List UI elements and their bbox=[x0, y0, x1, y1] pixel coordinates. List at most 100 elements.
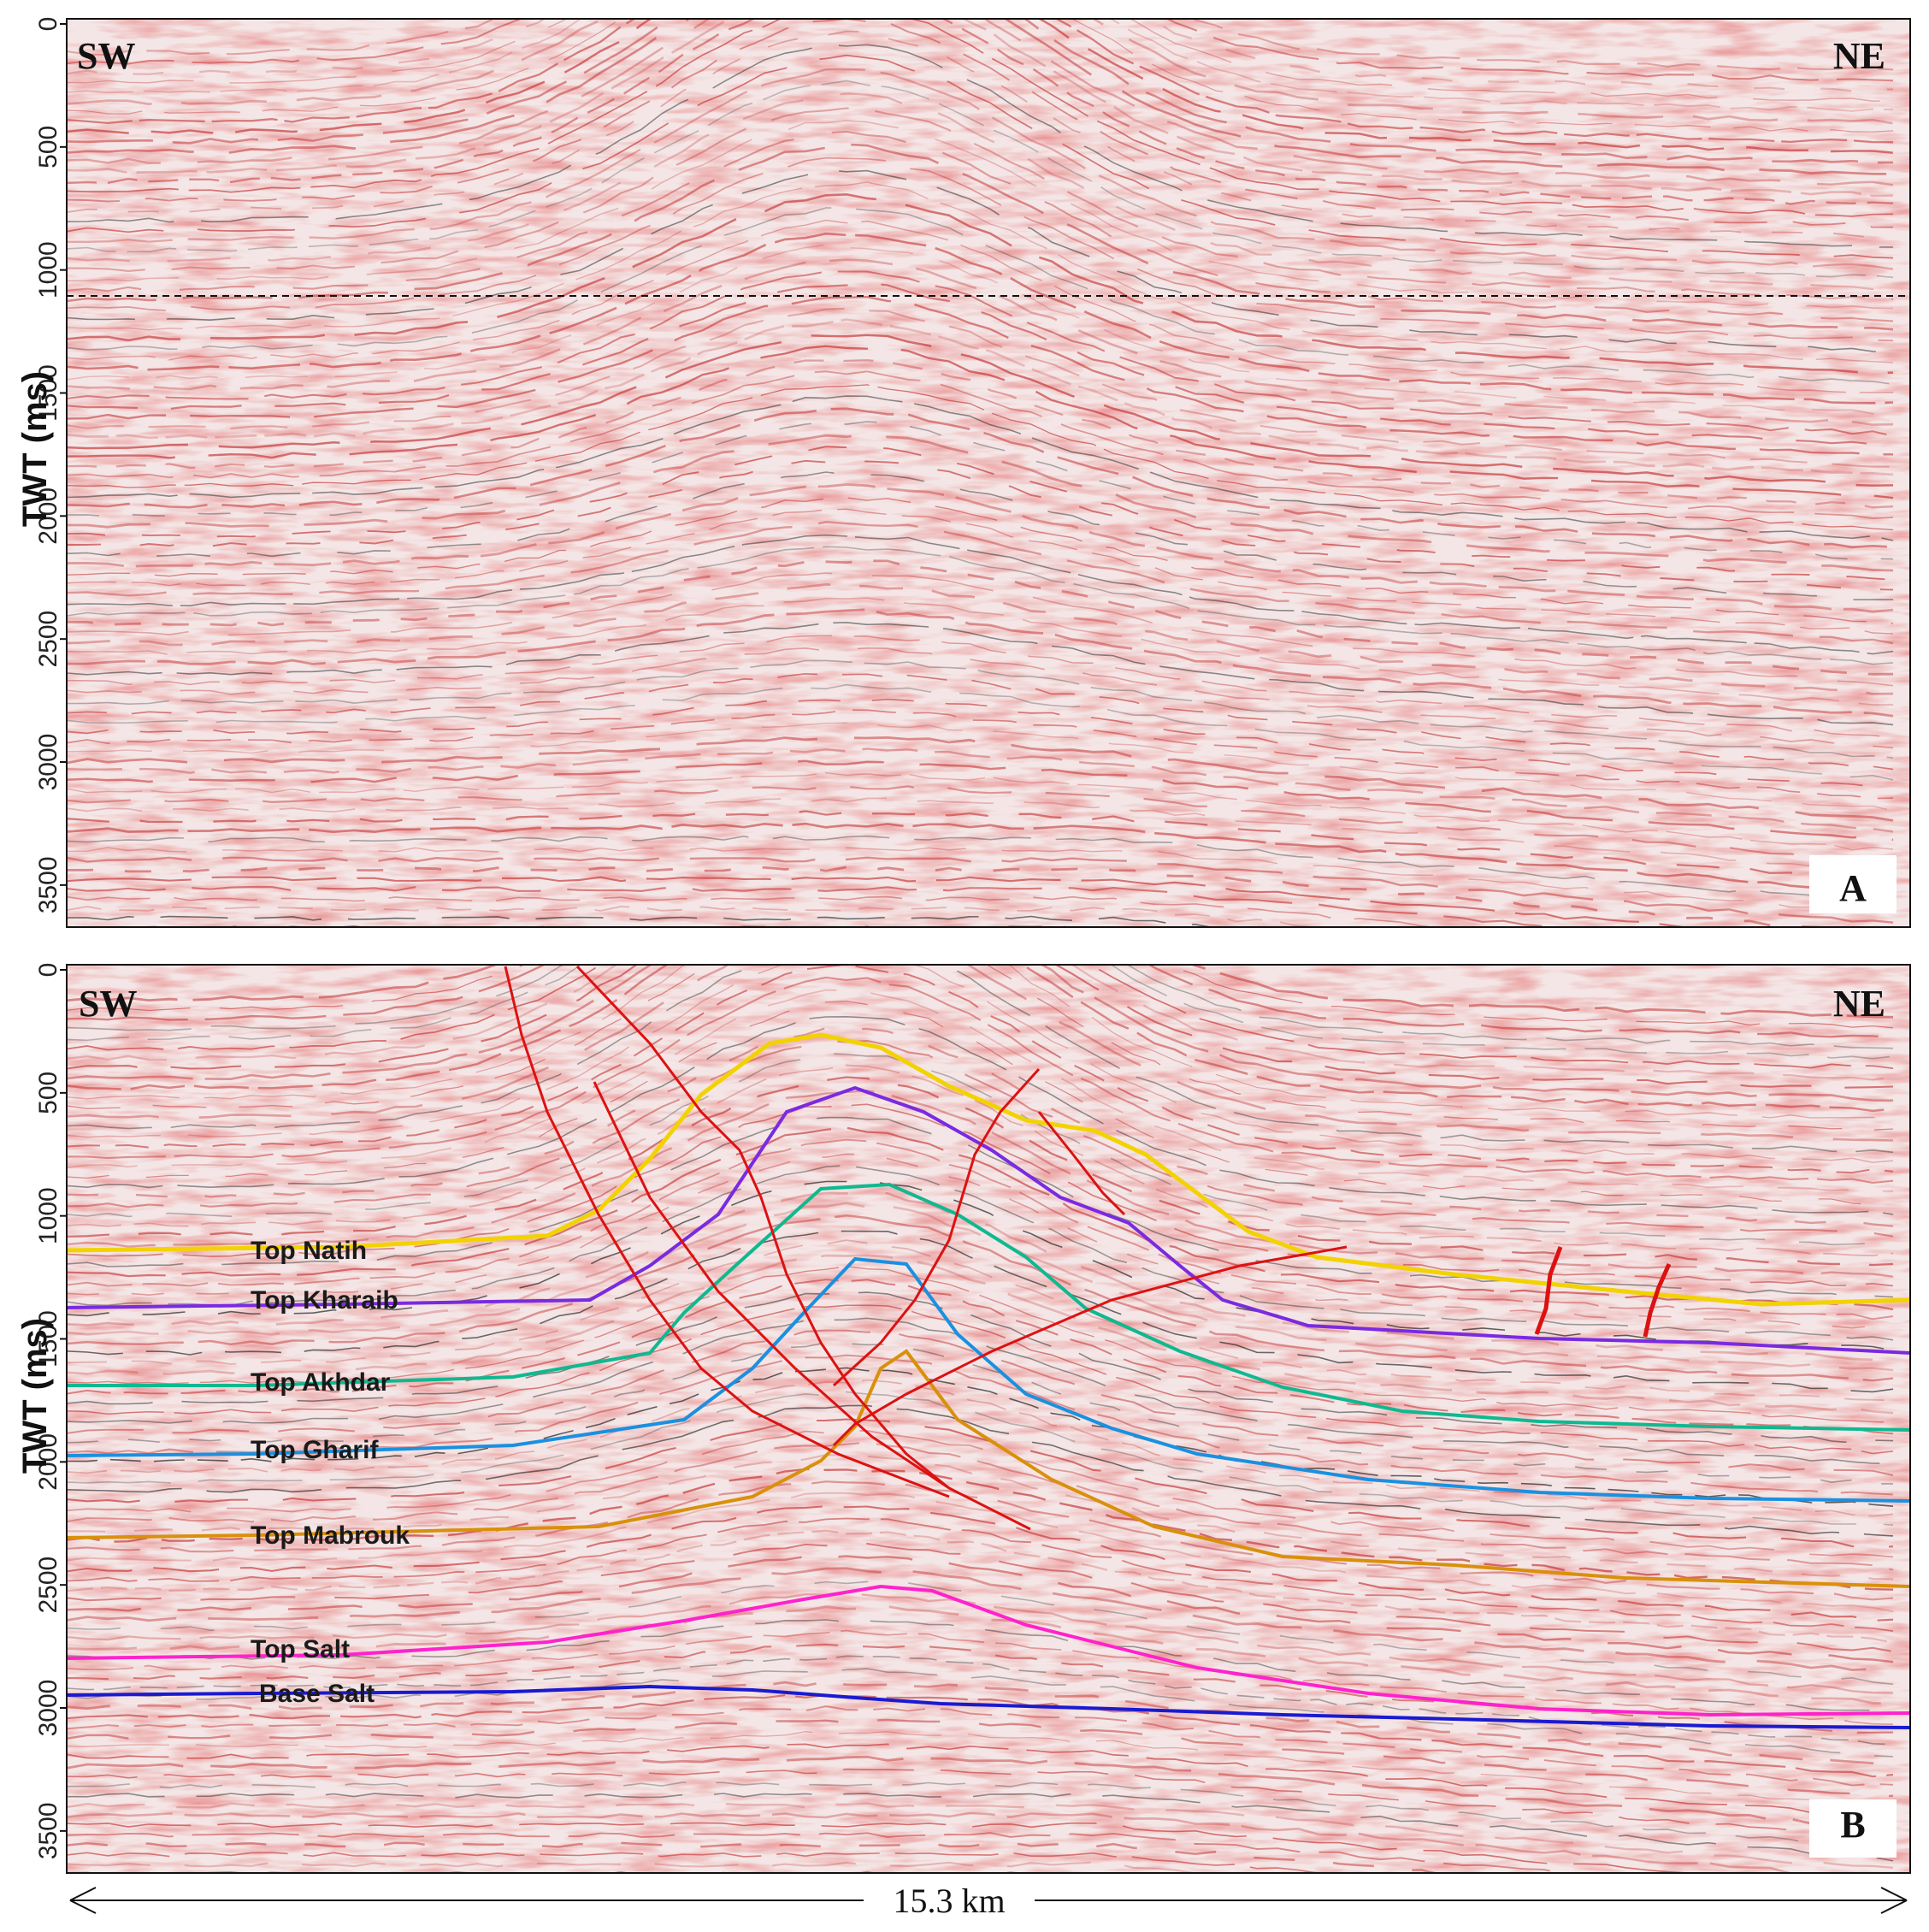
panel-b-reflector-67 bbox=[67, 1619, 1894, 1715]
panel-b: Top Natih Top Kharaib Top Akhdar Top Gha… bbox=[16, 963, 1911, 1932]
panel-b-reflector-75 bbox=[67, 1718, 1894, 1799]
panel-a-reflector-83 bbox=[67, 866, 1834, 927]
panel-a-reflector-39 bbox=[67, 318, 1894, 476]
panel-b-tick-label-2000: 2000 bbox=[34, 1433, 62, 1491]
panel-b-reflector-80 bbox=[67, 1781, 1894, 1851]
panel-b-reflector-51 bbox=[67, 1418, 1894, 1549]
panel-a-reflector-32 bbox=[67, 232, 1894, 405]
panel-b-tick-label-3000: 3000 bbox=[34, 1680, 62, 1737]
panel-b-reflector-63 bbox=[67, 1567, 1894, 1672]
panel-a-reflector-55 bbox=[67, 521, 1894, 645]
panel-b-reflector-44 bbox=[67, 1329, 1894, 1476]
panel-b-reflector-68 bbox=[67, 1629, 1894, 1726]
horizon-label-base-salt: Base Salt bbox=[259, 1680, 375, 1708]
panel-a-reflector-47 bbox=[67, 421, 1894, 560]
panel-a-reflector-30 bbox=[67, 207, 1894, 385]
panel-b-reflector-88 bbox=[67, 1861, 1239, 1873]
panel-b-reflector-62 bbox=[67, 1555, 1894, 1663]
panel-a-reflector-72 bbox=[67, 736, 1894, 822]
panel-b-reflector-71 bbox=[67, 1668, 1894, 1758]
panel-a-reflector-86 bbox=[67, 895, 1437, 927]
panel-b-reflector-9 bbox=[67, 965, 1894, 1113]
panel-a-reflector-84 bbox=[67, 876, 1690, 927]
panel-a-reflector-38 bbox=[67, 307, 1893, 468]
panel-a-reflector-64 bbox=[67, 635, 1894, 739]
panel-a-reflector-41 bbox=[67, 345, 1894, 499]
horizon-top-mabrouk-line bbox=[67, 1349, 1910, 1588]
panel-b-reflector-47 bbox=[67, 1367, 1894, 1507]
panel-b-reflector-6 bbox=[67, 965, 1894, 1081]
panel-b-reflector-15 bbox=[67, 965, 1894, 1174]
panel-a-reflector-7 bbox=[67, 19, 1894, 144]
panel-a-reflector-5 bbox=[67, 19, 1894, 125]
panel-b-reflector-4 bbox=[67, 965, 1894, 1060]
horizon-label-top-kharaib: Top Kharaib bbox=[251, 1286, 398, 1315]
panel-a-reflector-20 bbox=[67, 80, 1894, 279]
panel-b-reflector-58 bbox=[67, 1505, 1894, 1622]
scale-bar: 15.3 km bbox=[69, 1882, 1908, 1920]
panel-b-y-axis-label: TWT (ms) bbox=[16, 1318, 54, 1474]
panel-a-frame bbox=[66, 18, 1911, 928]
panel-a-reflector-63 bbox=[67, 621, 1894, 726]
panel-a-tick-label-2000: 2000 bbox=[34, 487, 62, 545]
panel-a-reflector-42 bbox=[67, 359, 1894, 509]
panel-b-sw-label: SW bbox=[79, 983, 137, 1025]
panel-b-reflector-18 bbox=[67, 1001, 1894, 1206]
panel-a-reflector-31 bbox=[67, 219, 1894, 393]
panel-a-reflector-16 bbox=[67, 30, 1894, 239]
panel-a-tick-label-3500: 3500 bbox=[34, 856, 62, 913]
panel-a: 0 500 1000 1500 2000 2500 3000 3500 TWT (ms) SW… bbox=[16, 17, 1911, 928]
panel-a-reflector-51 bbox=[67, 471, 1894, 600]
panel-a-reflector-60 bbox=[67, 583, 1894, 695]
fault-line-4 bbox=[832, 1067, 1041, 1387]
panel-b-tick-label-1500: 1500 bbox=[34, 1310, 62, 1368]
panel-a-reflector-4 bbox=[67, 19, 1894, 112]
panel-b-reflector-52 bbox=[67, 1429, 1894, 1558]
fault-line-7 bbox=[1534, 1246, 1563, 1335]
panel-b-reflector-29 bbox=[67, 1138, 1894, 1320]
panel-b-reflector-77 bbox=[67, 1743, 1894, 1818]
panel-a-reflector-28 bbox=[67, 181, 1894, 363]
panel-a-reflector-87 bbox=[67, 906, 1319, 927]
panel-a-reflector-77 bbox=[67, 797, 1894, 875]
scale-bar-label: 15.3 km bbox=[893, 1882, 1005, 1920]
panel-a-letter: A bbox=[1839, 867, 1867, 909]
panel-a-reflector-15 bbox=[67, 19, 1894, 228]
panel-b-reflector-10 bbox=[67, 965, 1894, 1120]
panel-b-reflector-31 bbox=[67, 1164, 1894, 1341]
panel-a-reflector-79 bbox=[67, 822, 1894, 895]
panel-a-reflector-17 bbox=[67, 44, 1894, 248]
panel-b-reflector-55 bbox=[67, 1468, 1894, 1591]
horizon-top-kharaib-line bbox=[67, 1085, 1910, 1355]
panel-a-tick-label-2500: 2500 bbox=[34, 611, 62, 668]
panel-a-reflector-50 bbox=[67, 459, 1894, 591]
panel-b-reflector-0 bbox=[67, 965, 1894, 1019]
panel-a-reflector-82 bbox=[67, 856, 1894, 924]
panel-b-reflector-78 bbox=[67, 1755, 1894, 1832]
panel-b-reflector-79 bbox=[67, 1768, 1894, 1841]
panel-a-reflector-25 bbox=[67, 143, 1894, 331]
panel-a-reflector-66 bbox=[67, 659, 1894, 759]
panel-a-reflector-70 bbox=[67, 709, 1894, 800]
panel-a-reflector-56 bbox=[67, 534, 1894, 655]
horizon-label-top-gharif: Top Gharif bbox=[251, 1436, 379, 1464]
panel-b-reflector-5 bbox=[67, 965, 1894, 1070]
fault-line-8 bbox=[1643, 1262, 1672, 1338]
fault-line-1 bbox=[504, 966, 950, 1498]
horizon-label-top-salt: Top Salt bbox=[251, 1635, 350, 1663]
panel-b-reflector-94 bbox=[67, 1922, 1893, 1932]
panel-b-reflector-45 bbox=[67, 1341, 1894, 1485]
panel-b-reflector-87 bbox=[67, 1852, 1340, 1873]
panel-b-reflector-7 bbox=[67, 965, 1894, 1089]
panel-b-reflector-56 bbox=[67, 1480, 1894, 1601]
panel-b-reflector-37 bbox=[67, 1239, 1894, 1402]
panel-a-reflector-52 bbox=[67, 483, 1894, 613]
panel-b-reflector-69 bbox=[67, 1643, 1894, 1734]
panel-b-reflector-24 bbox=[67, 1076, 1894, 1267]
panel-b-reflector-8 bbox=[67, 965, 1894, 1102]
panel-a-ne-label: NE bbox=[1833, 35, 1885, 77]
panel-a-reflector-40 bbox=[67, 334, 1894, 487]
panel-b-reflector-72 bbox=[67, 1680, 1894, 1765]
panel-a-reflector-75 bbox=[67, 771, 1894, 851]
panel-a-reflector-85 bbox=[67, 885, 1567, 927]
